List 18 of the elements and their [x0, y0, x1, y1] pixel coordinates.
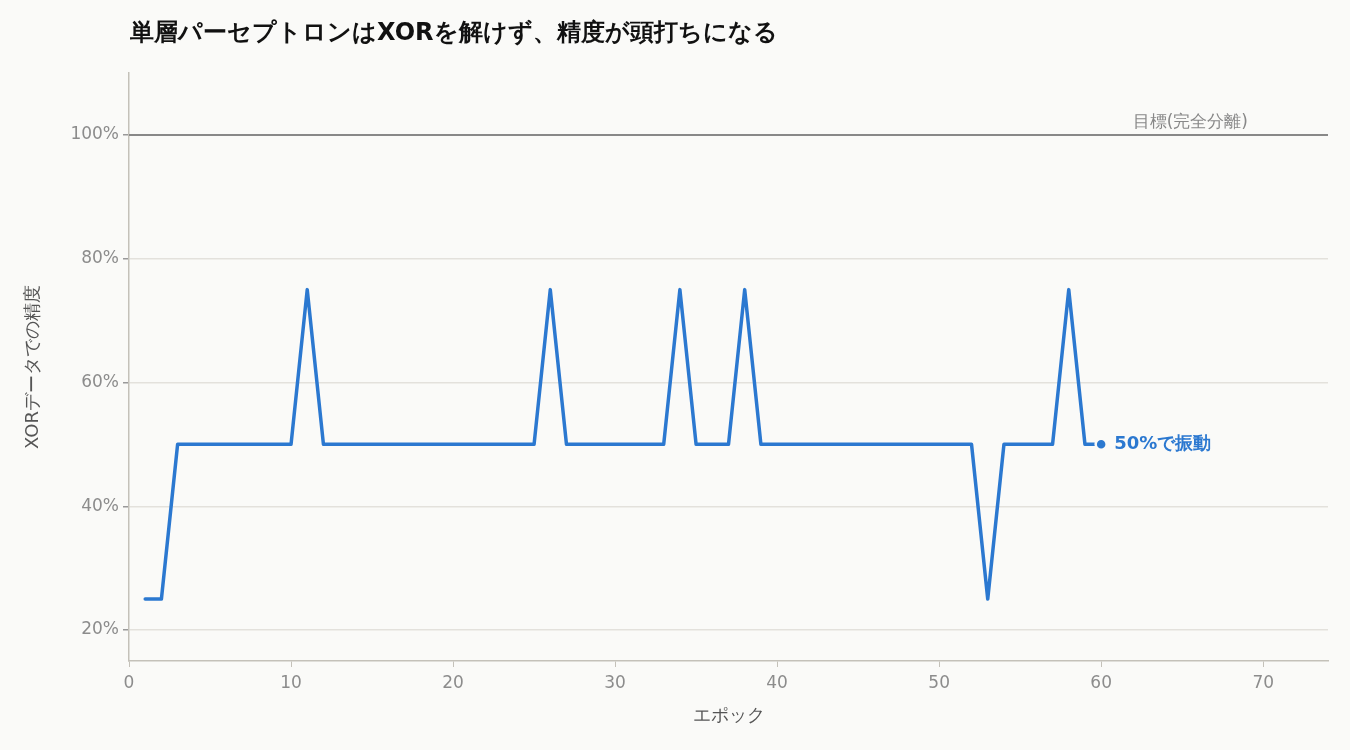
x-tick-label: 50	[928, 671, 950, 692]
x-tick-label: 40	[766, 671, 788, 692]
y-tick-label: 100%	[70, 123, 119, 144]
x-tick-label: 70	[1252, 671, 1275, 692]
x-tick-label: 30	[604, 671, 626, 692]
x-tick-label: 20	[442, 671, 464, 692]
ref-line-label: 目標(完全分離)	[1132, 110, 1248, 131]
y-tick-label: 60%	[81, 370, 119, 391]
y-axis-title: XORデータでの精度	[21, 285, 43, 449]
x-tick-label: 10	[280, 671, 302, 692]
y-tick-label: 40%	[81, 494, 119, 515]
annotation: 50%で振動	[1114, 432, 1212, 454]
x-tick-label: 60	[1090, 671, 1112, 692]
x-tick-label: 0	[123, 671, 135, 692]
y-tick-label: 20%	[81, 618, 119, 639]
x-axis-title: エポック	[692, 703, 765, 725]
y-tick-label: 80%	[81, 247, 119, 268]
chart-title: 単層パーセプトロンはXORを解けず、精度が頭打ちになる	[129, 18, 778, 47]
